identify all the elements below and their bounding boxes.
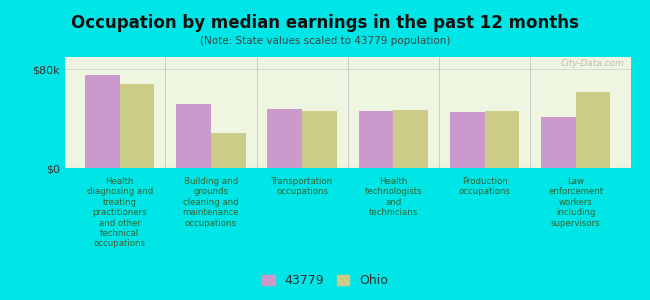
Bar [211,134,246,168]
Text: Occupation by median earnings in the past 12 months: Occupation by median earnings in the pas… [71,14,579,32]
Bar [359,111,393,168]
Text: Transportation
occupations: Transportation occupations [271,177,333,197]
Bar [393,110,428,168]
Text: City-Data.com: City-Data.com [561,59,625,68]
Bar [176,104,211,168]
Bar [268,109,302,168]
Bar [120,84,155,168]
Text: Building and
grounds
cleaning and
maintenance
occupations: Building and grounds cleaning and mainte… [183,177,239,228]
Text: Health
diagnosing and
treating
practitioners
and other
technical
occupations: Health diagnosing and treating practitio… [86,177,153,248]
Text: Production
occupations: Production occupations [458,177,510,197]
Text: Law
enforcement
workers
including
supervisors: Law enforcement workers including superv… [548,177,603,228]
Bar [484,111,519,168]
Legend: 43779, Ohio: 43779, Ohio [258,270,392,291]
Bar [541,117,576,168]
Bar [85,76,120,168]
Text: Health
technologists
and
technicians: Health technologists and technicians [365,177,422,217]
Bar [302,111,337,168]
Bar [450,112,484,168]
Bar [576,92,610,168]
Text: (Note: State values scaled to 43779 population): (Note: State values scaled to 43779 popu… [200,36,450,46]
